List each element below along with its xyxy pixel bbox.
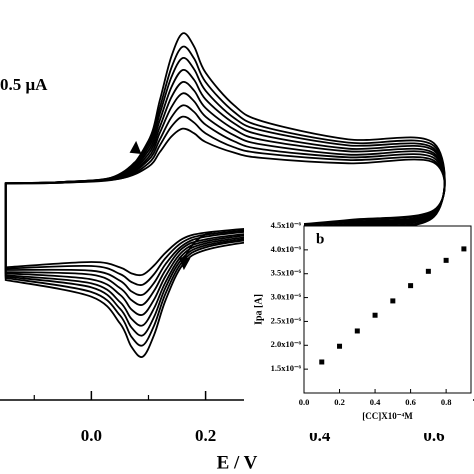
x-tick-label: 0.2: [195, 426, 216, 445]
y-tick-label: 4.5x10⁻⁶: [271, 220, 302, 230]
y-tick-label: 4.0x10⁻⁶: [271, 244, 302, 254]
data-point: [408, 283, 414, 289]
data-point: [354, 328, 360, 334]
x-tick-label: 0.2: [334, 397, 345, 407]
x-tick-label: 0.4: [370, 397, 381, 407]
inset-frame: [303, 225, 472, 394]
inset-xlabel-bg: [294, 393, 473, 433]
inset-title: b: [316, 231, 324, 247]
y-tick-label: 3.5x10⁻⁶: [271, 268, 302, 278]
cv-curve: [4, 32, 446, 358]
cv-curve: [4, 115, 446, 286]
data-point: [372, 312, 378, 318]
forward-arrowhead: [129, 140, 142, 155]
y-axis-label: Ipa [A]: [253, 294, 264, 325]
x-tick-label: 0.0: [81, 426, 102, 445]
y-tick-label: 2.5x10⁻⁶: [271, 315, 302, 325]
x-axis-label: E / V: [217, 452, 258, 473]
cv-curve: [4, 127, 446, 277]
data-point: [461, 246, 467, 252]
cv-curve: [4, 56, 446, 337]
y-tick-label: 1.5x10⁻⁶: [271, 363, 302, 373]
data-point: [337, 343, 343, 349]
cv-curve: [4, 45, 446, 347]
x-tick-label: 0.6: [405, 397, 416, 407]
x-tick-label: 0.8: [441, 397, 452, 407]
inset-label-bg: [244, 222, 304, 425]
cv-curve: [4, 68, 446, 327]
y-tick-label: 2.0x10⁻⁶: [271, 339, 302, 349]
data-point: [390, 298, 396, 304]
cv-curve: [4, 104, 446, 296]
data-point: [319, 359, 325, 365]
scale-annotation: 0.5 μA: [0, 75, 48, 94]
data-point: [443, 257, 449, 263]
data-point: [425, 268, 431, 274]
y-tick-label: 3.0x10⁻⁶: [271, 292, 302, 302]
inset-frame: [303, 225, 472, 394]
x-tick-label: 0.0: [299, 397, 310, 407]
x-axis-label: [CC]X10⁻⁴M: [362, 411, 413, 421]
cv-curve: [4, 92, 446, 306]
cv-curve: [4, 80, 446, 316]
